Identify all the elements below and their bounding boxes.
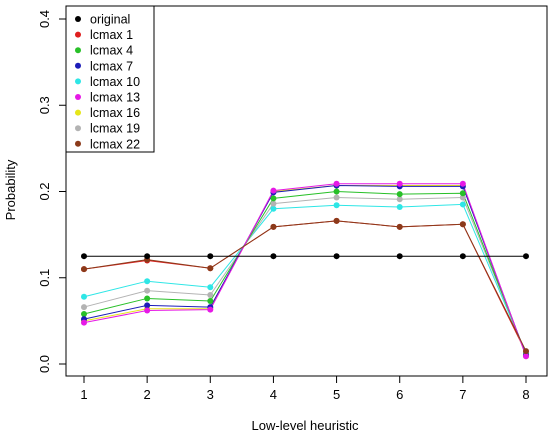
legend-label: lcmax 22 [90, 137, 140, 151]
series-lines [83, 183, 527, 357]
legend-label: lcmax 16 [90, 106, 140, 120]
data-point [459, 180, 466, 187]
x-tick-label: 1 [80, 387, 87, 402]
data-point [333, 202, 340, 209]
y-tick-label: 0.2 [37, 182, 52, 200]
legend-label: lcmax 13 [90, 91, 140, 105]
data-point [333, 217, 340, 224]
data-point [207, 306, 214, 313]
legend-marker [75, 125, 81, 132]
legend-label: lcmax 4 [90, 44, 133, 58]
data-point [270, 195, 277, 202]
x-axis-title: Low-level heuristic [252, 418, 359, 433]
data-point [459, 194, 466, 201]
data-point [459, 221, 466, 228]
y-tick-label: 0.1 [37, 269, 52, 287]
data-point [144, 302, 151, 309]
series-line [83, 183, 527, 357]
data-point [144, 307, 151, 314]
data-point [523, 353, 529, 360]
data-point [207, 253, 214, 260]
data-point [81, 266, 87, 273]
data-point [396, 204, 403, 211]
data-point [333, 253, 340, 260]
series-line [83, 220, 527, 352]
data-point [81, 304, 87, 311]
data-point [207, 265, 214, 272]
legend-marker [75, 31, 81, 38]
legend-marker [75, 78, 81, 85]
series-line [83, 197, 527, 354]
data-point [144, 295, 151, 302]
data-point [270, 205, 277, 212]
series-line [83, 184, 527, 356]
data-point [270, 223, 277, 230]
series-points [81, 180, 529, 360]
legend-marker [75, 47, 81, 54]
legend-marker [75, 94, 81, 100]
data-point [81, 319, 87, 326]
y-tick-label: 0.0 [37, 355, 52, 373]
legend-label: lcmax 7 [90, 59, 133, 73]
data-point [144, 253, 151, 260]
data-point [81, 293, 87, 300]
x-tick-label: 8 [522, 387, 529, 402]
legend-label: original [90, 13, 130, 27]
y-axis-title: Probability [3, 159, 18, 220]
data-point [523, 253, 529, 260]
series-line [83, 184, 527, 357]
data-point [396, 196, 403, 203]
data-point [207, 284, 214, 291]
y-tick-label: 0.4 [37, 10, 52, 28]
data-point [207, 298, 214, 305]
x-axis: 1 2 3 4 5 6 7 8 [80, 376, 530, 402]
legend-label: lcmax 19 [90, 122, 140, 136]
series-line [83, 220, 527, 354]
y-axis: 0.0 0.1 0.2 0.3 0.4 [37, 10, 66, 373]
x-tick-label: 4 [270, 387, 277, 402]
data-point [459, 253, 466, 260]
legend-label: lcmax 10 [90, 75, 140, 89]
legend-marker [75, 109, 81, 116]
data-point [270, 187, 277, 194]
data-point [396, 180, 403, 187]
legend-marker [75, 140, 81, 147]
x-tick-label: 2 [144, 387, 151, 402]
data-point [207, 292, 214, 298]
data-point [270, 253, 277, 260]
data-point [333, 194, 340, 201]
x-tick-label: 3 [207, 387, 214, 402]
series-line [83, 203, 527, 354]
x-tick-label: 5 [333, 387, 340, 402]
data-point [396, 253, 403, 260]
data-point [459, 190, 466, 197]
data-point [81, 253, 87, 260]
data-point [270, 200, 277, 207]
legend-marker [75, 62, 81, 69]
data-point [144, 287, 151, 294]
data-point [459, 201, 466, 208]
series-line [83, 190, 527, 355]
x-tick-label: 6 [396, 387, 403, 402]
data-point [523, 348, 529, 355]
data-point [333, 188, 340, 195]
data-point [396, 223, 403, 230]
data-point [333, 180, 340, 187]
legend-marker [75, 16, 81, 22]
legend-label: lcmax 1 [90, 28, 133, 42]
x-tick-label: 7 [459, 387, 466, 402]
data-point [81, 310, 87, 317]
y-tick-label: 0.3 [37, 96, 52, 114]
data-point [144, 278, 151, 285]
data-point [396, 191, 403, 198]
